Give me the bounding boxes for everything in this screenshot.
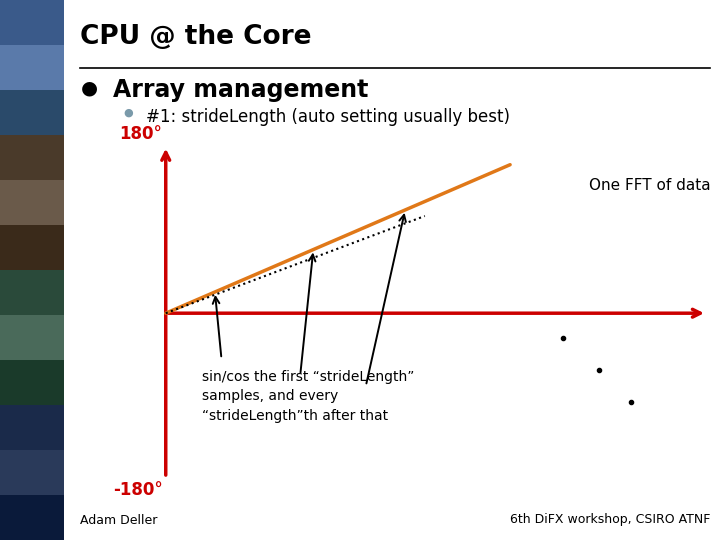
Text: #1: strideLength (auto setting usually best): #1: strideLength (auto setting usually b…: [146, 108, 510, 126]
Text: -180°: -180°: [113, 481, 163, 498]
Text: Array management: Array management: [113, 78, 369, 102]
Bar: [0, 315, 64, 360]
Bar: [0, 180, 64, 225]
Text: One FFT of data: One FFT of data: [588, 178, 710, 193]
Bar: [0, 270, 64, 315]
Bar: [0, 135, 64, 180]
Bar: [0, 405, 64, 450]
Bar: [0, 450, 64, 495]
Bar: [0, 90, 64, 135]
Bar: [0, 360, 64, 405]
Text: CPU @ the Core: CPU @ the Core: [81, 24, 312, 50]
Text: 180°: 180°: [120, 125, 163, 143]
Text: ●: ●: [81, 78, 97, 97]
Bar: [0, 225, 64, 270]
Text: Adam Deller: Adam Deller: [81, 514, 158, 526]
Text: sin/cos the first “strideLength”
samples, and every
“strideLength”th after that: sin/cos the first “strideLength” samples…: [202, 370, 414, 423]
Text: 6th DiFX workshop, CSIRO ATNF: 6th DiFX workshop, CSIRO ATNF: [510, 514, 710, 526]
Bar: [0, 45, 64, 90]
Bar: [0, 0, 64, 45]
Bar: [0, 495, 64, 540]
Text: ●: ●: [123, 108, 133, 118]
